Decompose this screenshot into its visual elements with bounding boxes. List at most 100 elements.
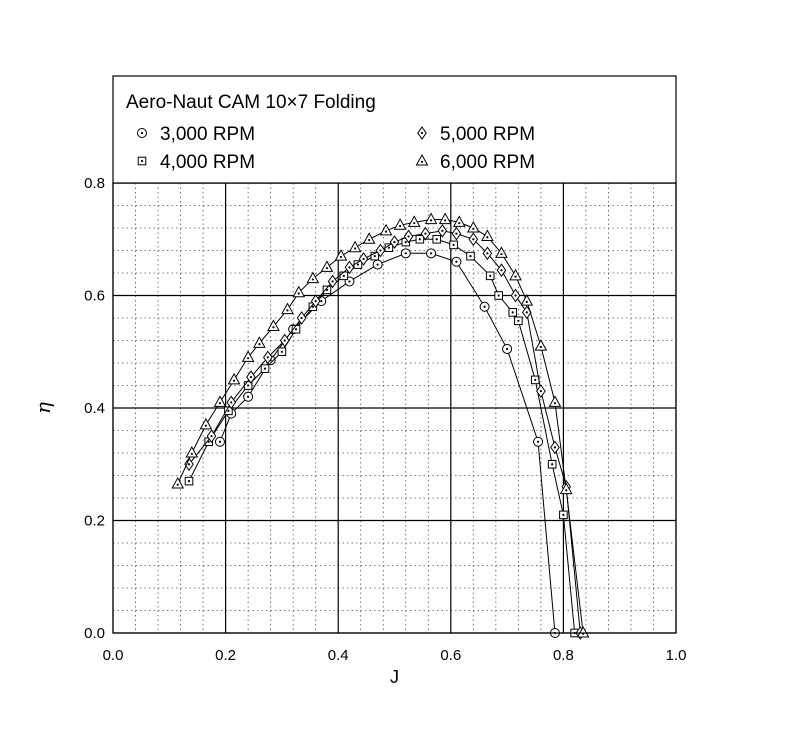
series-3-point-center <box>472 238 475 241</box>
series-3-point <box>310 294 321 308</box>
legend-label: 5,000 RPM <box>440 124 535 145</box>
series-1-point-center <box>376 263 379 266</box>
series-3-point <box>226 395 237 410</box>
legend-marker-center <box>140 159 144 163</box>
series-2-point-center <box>373 255 376 258</box>
series-4-point-center <box>286 309 289 312</box>
series-4-point <box>481 229 494 241</box>
series-2-point-center <box>562 513 565 516</box>
series-3-point <box>279 333 290 348</box>
series-4-point <box>185 445 199 458</box>
series-4-point-center <box>247 357 250 360</box>
series-3-point <box>246 370 256 384</box>
y-tick-label: 0.2 <box>84 513 105 530</box>
series-2-point-center <box>263 367 267 370</box>
series-1-point-center <box>536 440 540 443</box>
series-1-point-center <box>404 252 407 255</box>
series-2-point <box>370 251 380 261</box>
series-3-point-center <box>331 280 334 283</box>
series-2-point-center <box>227 409 230 412</box>
series-4-point-center <box>204 424 207 427</box>
series-4-point <box>292 285 306 298</box>
series-4-point <box>281 302 294 315</box>
series-3-point-center <box>424 232 427 235</box>
series-line-1 <box>219 252 556 634</box>
series-4-point <box>520 294 534 306</box>
series-3-point <box>451 226 462 241</box>
series-2-point <box>415 234 425 244</box>
series-1-point <box>502 343 513 354</box>
series-1-point <box>533 436 544 447</box>
series-1-point-center <box>455 260 458 263</box>
series-3-point <box>358 252 369 266</box>
series-4-point <box>559 482 573 495</box>
series-4-point-center <box>232 379 236 382</box>
series-2-point-center <box>534 378 537 381</box>
series-4-point-center <box>384 230 388 233</box>
series-2-point-center <box>435 238 438 241</box>
series-3-point-center <box>283 339 286 342</box>
legend-marker <box>417 126 427 140</box>
legend-entry: 5,000 RPM <box>417 124 535 145</box>
series-1-point-center <box>320 300 323 303</box>
legend-marker-center <box>140 131 144 135</box>
series-2-point-center <box>452 243 455 246</box>
series-3-point-center <box>486 252 489 255</box>
series-4-point <box>379 223 393 236</box>
series-4-point <box>495 246 508 258</box>
series-3-point-center <box>525 311 528 314</box>
series-2-point <box>432 234 442 244</box>
series-3-point <box>420 226 431 241</box>
series-2-point-center <box>497 294 500 297</box>
series-2-point <box>449 240 458 250</box>
series-2-point <box>547 459 557 469</box>
series-3-point <box>496 263 507 278</box>
series-3-point-center <box>441 229 444 232</box>
series-1-point <box>479 301 490 312</box>
series-1-point-center <box>483 305 486 308</box>
series-4-point-center <box>353 247 357 250</box>
series-3-point <box>206 429 217 443</box>
series-3-point <box>389 235 400 249</box>
legend-entry: 3,000 RPM <box>137 124 255 145</box>
y-tick-label: 0.6 <box>84 288 105 305</box>
series-4-point-center <box>458 222 461 225</box>
x-tick-label: 0.4 <box>328 647 349 664</box>
series-3-point <box>550 440 560 455</box>
series-1-point-center <box>506 347 509 351</box>
series-4-point-center <box>514 275 517 278</box>
series-line-3 <box>188 230 581 634</box>
chart-title: Aero-Naut CAM 10×7 Folding <box>126 92 376 113</box>
series-4-point-center <box>325 267 329 270</box>
legend-label: 6,000 RPM <box>440 152 535 173</box>
series-2-point <box>322 285 332 295</box>
series-3-point-center <box>455 232 458 235</box>
series-2-point-center <box>187 480 191 483</box>
series-3-point <box>263 350 273 365</box>
series-4-point-center <box>553 402 557 405</box>
series-2-point <box>339 271 349 281</box>
series-3-point-center <box>314 300 317 303</box>
series-4-point <box>548 395 562 407</box>
series-4-point-center <box>413 222 416 225</box>
x-axis-label: J <box>390 667 399 687</box>
series-4-point <box>534 339 548 351</box>
series-3-point <box>327 274 338 289</box>
series-1-point-center <box>429 252 433 255</box>
series-4-point-center <box>368 238 371 242</box>
series-4-point <box>253 336 266 348</box>
series-4-point-center <box>444 219 447 222</box>
legend-marker <box>415 153 429 166</box>
series-line-4 <box>177 219 584 634</box>
series-1-point <box>214 436 225 447</box>
series-3-point <box>437 223 448 238</box>
series-2-point-center <box>418 238 421 241</box>
series-2-point-center <box>356 263 360 266</box>
series-4-point-center <box>297 292 300 295</box>
series-1-point <box>372 259 383 270</box>
series-3-point <box>184 457 194 472</box>
series-4-point <box>509 268 522 281</box>
series-3-point-center <box>249 375 253 379</box>
series-1-point-center <box>247 395 250 398</box>
